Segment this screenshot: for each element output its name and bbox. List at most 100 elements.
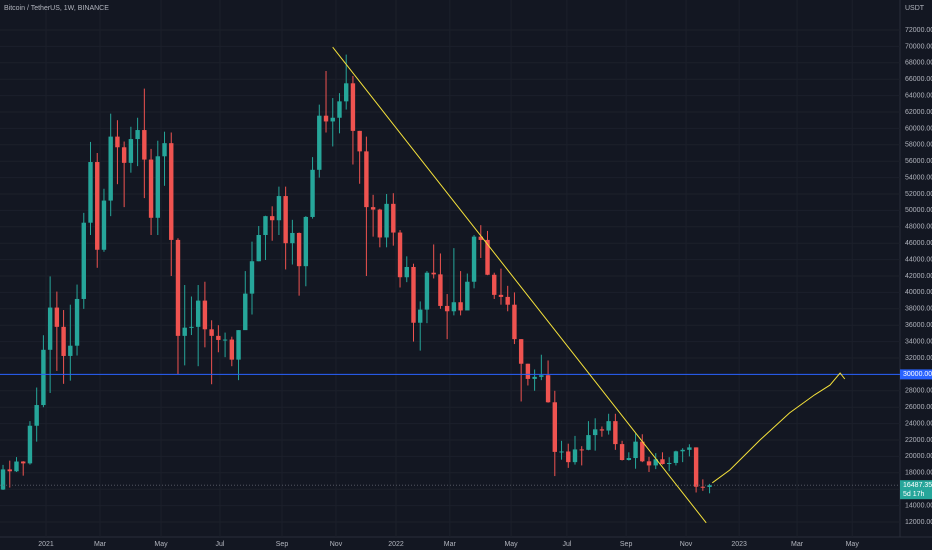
candle-body — [310, 169, 315, 217]
candle-body — [451, 302, 457, 312]
candle-body — [54, 307, 60, 327]
candle-body — [397, 232, 403, 278]
candle-body — [222, 339, 228, 341]
candle-body — [391, 203, 396, 233]
candle-body — [579, 449, 584, 451]
trend-drawing — [332, 46, 707, 524]
candle-body — [370, 207, 376, 210]
candle-body — [41, 349, 46, 406]
candle-body — [61, 326, 66, 356]
candle-body — [666, 462, 672, 465]
candle-body — [512, 304, 517, 340]
candle-body — [592, 429, 598, 436]
candle-body — [68, 345, 73, 356]
candle-body — [27, 425, 33, 464]
y-tick-label: 38000.00 — [905, 306, 932, 313]
x-tick-label: 2023 — [731, 541, 747, 548]
trend-drawing — [712, 372, 846, 484]
candle-body — [673, 451, 679, 463]
y-tick-label: 66000.00 — [905, 76, 932, 83]
countdown-label: 5d 17h — [903, 491, 925, 498]
x-tick-label: Mar — [791, 541, 804, 548]
candle-body — [263, 216, 268, 236]
candle-body — [21, 461, 26, 464]
candle-body — [566, 451, 571, 463]
candle-body — [505, 296, 510, 305]
y-tick-label: 24000.00 — [905, 420, 932, 427]
x-tick-label: 2022 — [388, 541, 404, 548]
y-tick-label: 28000.00 — [905, 388, 932, 395]
y-axis-label: USDT — [905, 5, 925, 12]
x-tick-label: May — [154, 541, 168, 548]
candle-body — [384, 203, 389, 238]
candle-body — [498, 294, 504, 297]
candle-body — [290, 232, 295, 244]
y-tick-label: 54000.00 — [905, 174, 932, 181]
candle-body — [142, 130, 147, 160]
y-tick-label: 32000.00 — [905, 355, 932, 362]
x-tick-label: Nov — [680, 541, 693, 548]
candle-body — [169, 143, 174, 240]
y-tick-label: 62000.00 — [905, 109, 932, 116]
candle-body — [95, 162, 100, 250]
candle-body — [135, 130, 140, 140]
candle-body — [572, 449, 578, 463]
y-tick-label: 46000.00 — [905, 240, 932, 247]
candle-body — [693, 447, 699, 487]
candle-body — [317, 115, 322, 170]
candle-body — [108, 136, 113, 201]
candle-body — [337, 101, 342, 118]
candle-body — [465, 281, 470, 311]
candle-body — [458, 302, 463, 311]
candle-body — [283, 196, 288, 244]
candle-body — [296, 232, 302, 267]
y-tick-label: 34000.00 — [905, 338, 932, 345]
candle-body — [148, 159, 154, 218]
candle-body — [229, 339, 235, 360]
candle-body — [216, 335, 221, 340]
candle-body — [518, 339, 524, 364]
candle-body — [559, 451, 564, 453]
candle-body — [478, 236, 483, 240]
y-tick-label: 20000.00 — [905, 453, 932, 460]
candle-body — [424, 272, 430, 310]
candle-body — [687, 447, 692, 450]
candle-body — [202, 300, 208, 330]
y-tick-label: 50000.00 — [905, 207, 932, 214]
candle-body — [471, 236, 477, 282]
candle-body — [606, 421, 611, 431]
candle-body — [155, 156, 160, 218]
y-tick-label: 68000.00 — [905, 60, 932, 67]
candle-body — [47, 307, 53, 350]
candle-body — [545, 375, 551, 403]
y-tick-label: 60000.00 — [905, 125, 932, 132]
candle-body — [209, 329, 214, 336]
y-tick-label: 12000.00 — [905, 519, 932, 526]
candle-body — [121, 147, 127, 163]
y-tick-label: 40000.00 — [905, 289, 932, 296]
candle-body — [101, 200, 107, 250]
candle-body — [364, 151, 369, 208]
candle-body — [350, 83, 356, 131]
candle-body — [438, 274, 443, 306]
y-tick-label: 64000.00 — [905, 92, 932, 99]
y-tick-label: 42000.00 — [905, 273, 932, 280]
candle-body — [653, 459, 658, 466]
candle-body — [330, 117, 335, 122]
candle-body — [619, 444, 625, 461]
candle-body — [633, 441, 638, 459]
candle-body — [88, 162, 93, 223]
y-tick-label: 52000.00 — [905, 191, 932, 198]
candle-body — [525, 363, 531, 379]
candle-body — [586, 435, 591, 450]
candle-body — [660, 459, 665, 465]
x-tick-label: Mar — [444, 541, 457, 548]
candle-body — [485, 239, 490, 275]
x-tick-label: Sep — [620, 541, 633, 548]
candle-body — [115, 136, 120, 148]
x-tick-label: May — [504, 541, 518, 548]
candle-body — [269, 216, 275, 221]
candle-body — [243, 293, 248, 331]
